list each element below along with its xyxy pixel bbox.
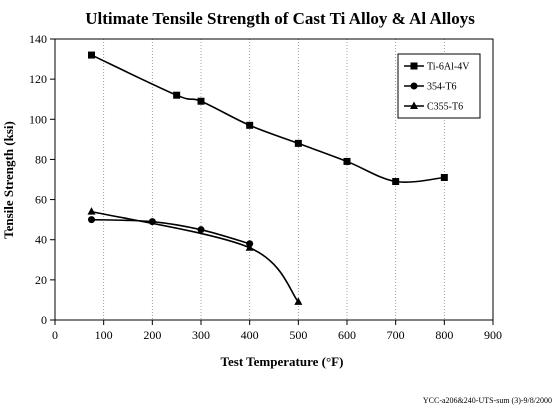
series-line — [91, 54, 445, 183]
data-point-square — [88, 51, 95, 59]
legend-item: Ti-6Al-4V — [404, 62, 470, 73]
y-tick-label: 20 — [35, 273, 47, 287]
series-c355-t6 — [87, 207, 303, 305]
x-tick-label: 800 — [435, 328, 453, 342]
grid — [103, 39, 445, 320]
chart-title: Ultimate Tensile Strength of Cast Ti All… — [85, 9, 475, 28]
data-point-square — [197, 97, 205, 105]
plot-frame — [54, 38, 494, 321]
y-tick-label: 120 — [29, 72, 47, 86]
legend-marker-square — [410, 62, 418, 70]
legend-label: 354-T6 — [427, 82, 456, 93]
legend: Ti-6Al-4V 354-T6 C355-T6 — [397, 53, 481, 119]
legend-marker-triangle — [410, 101, 418, 109]
x-tick-label: 200 — [143, 328, 161, 342]
y-tick-label: 40 — [35, 233, 47, 247]
legend-label: C355-T6 — [427, 102, 463, 113]
data-point-square — [246, 121, 254, 129]
data-point-square — [392, 178, 400, 186]
data-point-square — [440, 173, 448, 181]
legend-item: 354-T6 — [404, 82, 456, 93]
data-point-circle — [197, 226, 205, 234]
series-line — [91, 210, 299, 303]
data-point-triangle — [245, 243, 254, 251]
y-tick-label: 0 — [41, 313, 47, 327]
x-tick-label: 100 — [95, 328, 113, 342]
data-point-triangle — [87, 207, 96, 215]
legend-item: C355-T6 — [404, 101, 463, 113]
data-point-circle — [88, 216, 95, 224]
y-tick-label: 100 — [29, 112, 47, 126]
footer-note: YCC-a206&240-UTS-sum (3)-9/8/2000 — [423, 396, 552, 405]
axis-ticks: 0 100 200 300 400 500 600 700 800 900 0 20 40 60 80 100… — [29, 32, 502, 342]
data-point-square — [173, 91, 181, 99]
data-point-square — [294, 139, 302, 147]
x-tick-label: 600 — [338, 328, 356, 342]
data-point-square — [343, 157, 351, 165]
legend-marker-circle — [410, 82, 418, 90]
x-tick-label: 400 — [241, 328, 259, 342]
series-ti-6al-4v — [88, 51, 448, 186]
x-tick-label: 900 — [484, 328, 502, 342]
y-tick-label: 140 — [29, 32, 47, 46]
series-354-t6 — [88, 216, 254, 248]
x-tick-label: 500 — [289, 328, 307, 342]
y-axis-label: Tensile Strength (ksi) — [1, 121, 16, 239]
x-axis-label: Test Temperature (°F) — [221, 354, 344, 369]
y-tick-label: 80 — [35, 152, 47, 166]
legend-label: Ti-6Al-4V — [427, 62, 470, 73]
series-layer — [87, 51, 448, 305]
series-line — [91, 218, 250, 245]
x-tick-label: 0 — [52, 328, 58, 342]
data-point-triangle — [294, 297, 303, 305]
x-tick-label: 300 — [192, 328, 210, 342]
x-tick-label: 700 — [387, 328, 405, 342]
y-tick-label: 60 — [35, 193, 47, 207]
